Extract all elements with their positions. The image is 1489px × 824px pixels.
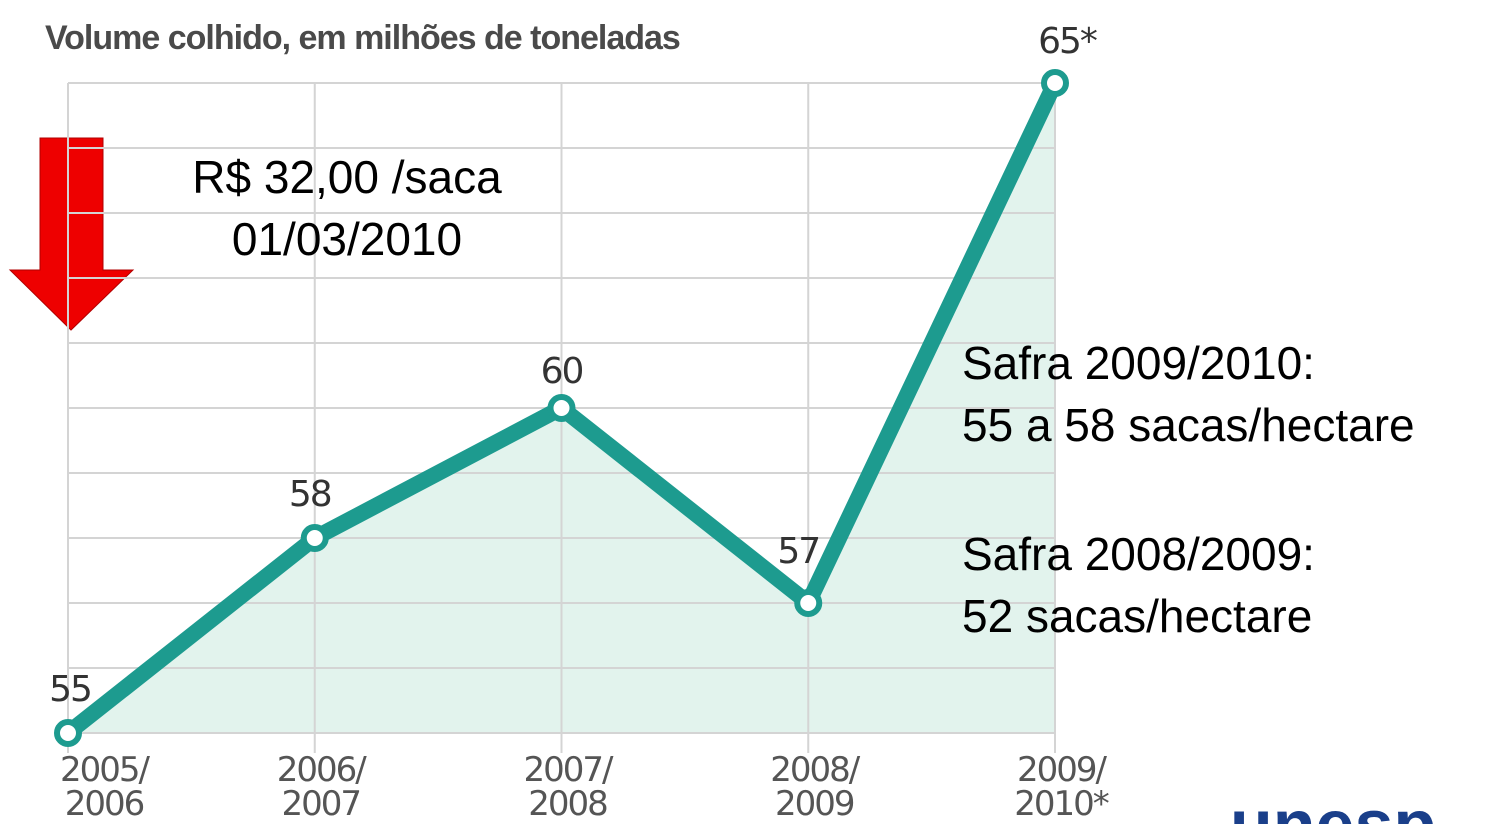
point bbox=[547, 394, 576, 422]
value-label: 57 bbox=[777, 531, 819, 572]
point bbox=[300, 524, 329, 552]
value-label: 65* bbox=[1038, 21, 1097, 62]
value-label: 58 bbox=[289, 474, 331, 515]
point bbox=[1041, 69, 1069, 97]
annotation-line: 55 a 58 sacas/hectare bbox=[962, 399, 1415, 451]
x-tick-label-line: 2009/ bbox=[1017, 750, 1108, 790]
point bbox=[54, 719, 82, 747]
x-tick-label-line: 2006/ bbox=[277, 750, 368, 790]
annotation: Safra 2009/2010: 55 a 58 sacas/hectare bbox=[962, 337, 1415, 451]
x-tick-label: 2007/2008 bbox=[524, 750, 615, 824]
x-tick-label-line: 2008 bbox=[528, 784, 607, 824]
down-arrow bbox=[8, 137, 135, 331]
x-tick-label-line: 2008/ bbox=[770, 750, 861, 790]
value-label: 60 bbox=[541, 351, 583, 392]
annotation: R$ 32,00 /saca 01/03/2010 bbox=[192, 151, 502, 265]
logo: unesp bbox=[1230, 785, 1436, 824]
annotation-line: 52 sacas/hectare bbox=[962, 590, 1312, 642]
chart-title: Volume colhido, em milhões de toneladas bbox=[45, 19, 680, 57]
point bbox=[794, 589, 823, 617]
annotation-line: 01/03/2010 bbox=[232, 213, 462, 265]
x-tick-label-line: 2009 bbox=[775, 784, 854, 824]
x-tick-label-line: 2005/ bbox=[60, 750, 151, 790]
x-tick-label: 2005/2006 bbox=[60, 750, 151, 824]
x-tick-label-line: 2007/ bbox=[524, 750, 615, 790]
x-tick-label-line: 2006 bbox=[65, 784, 144, 824]
annotation-line: R$ 32,00 /saca bbox=[192, 151, 502, 203]
x-tick-label: 2009/2010* bbox=[1014, 750, 1109, 824]
annotation-line: Safra 2008/2009: bbox=[962, 528, 1315, 580]
x-tick-label-line: 2007 bbox=[281, 784, 360, 824]
x-tick-label: 2006/2007 bbox=[277, 750, 368, 824]
annotation: Safra 2008/2009: 52 sacas/hectare bbox=[962, 528, 1315, 642]
annotation-line: Safra 2009/2010: bbox=[962, 337, 1315, 389]
x-tick-label: 2008/2009 bbox=[770, 750, 861, 824]
x-tick-label-line: 2010* bbox=[1014, 784, 1109, 824]
value-label: 55 bbox=[49, 669, 91, 710]
